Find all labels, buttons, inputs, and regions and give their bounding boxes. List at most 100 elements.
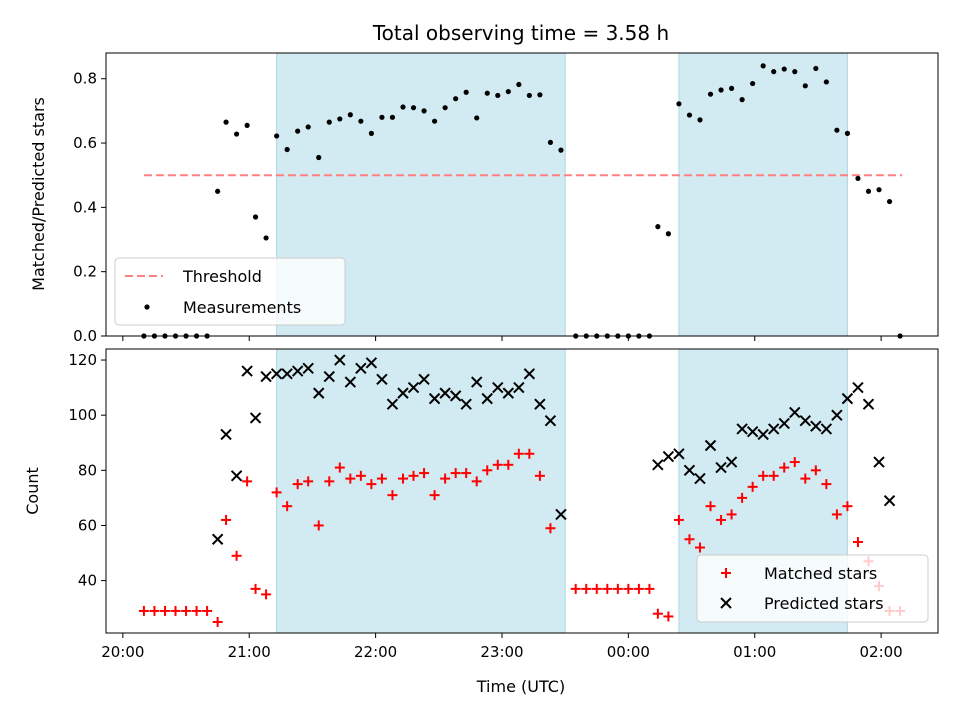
bottom-y-tick-label: 80 — [78, 461, 97, 479]
predicted-star-point-b — [810, 420, 822, 432]
matched-star-point — [292, 479, 303, 490]
top-shaded-interval-1 — [678, 52, 848, 337]
predicted-star-point-b — [302, 362, 314, 375]
measurement-point — [295, 128, 301, 134]
measurement-point — [495, 92, 501, 99]
matched-star-point — [303, 476, 314, 487]
measurement-point — [750, 80, 756, 87]
matched-star-point — [261, 589, 272, 600]
predicted-star-point — [313, 387, 325, 399]
matched-star-point — [461, 468, 472, 479]
measurement-point — [484, 90, 490, 96]
measurement-point — [844, 130, 851, 136]
matched-star-point — [570, 583, 581, 594]
predicted-star-point — [334, 354, 346, 366]
legend-predicted-label: Predicted stars — [764, 594, 884, 613]
matched-star-point — [694, 542, 705, 553]
measurement-point — [442, 105, 448, 111]
matched-star-point — [684, 534, 695, 545]
predicted-star-point-b — [799, 414, 812, 427]
matched-star-point — [663, 611, 674, 622]
bottom-y-tick-label: 100 — [68, 406, 97, 424]
matched-star-point — [534, 470, 545, 481]
measurement-point — [516, 81, 522, 88]
measurement-point — [453, 96, 459, 102]
predicted-star-point — [492, 381, 504, 394]
measurement-point — [389, 114, 396, 120]
measurement-point — [244, 122, 250, 128]
measurement-point — [252, 214, 259, 220]
matched-star-point — [821, 479, 832, 490]
predicted-star-point-b — [789, 406, 801, 419]
matched-star-point — [149, 605, 160, 616]
predicted-star-point — [767, 423, 780, 435]
predicted-star-point — [471, 376, 483, 388]
predicted-star-point — [673, 448, 685, 460]
bottom-panel: 20:00 21:00 22:00 23:00 00:00 01:00 02:00 40 60 8… — [68, 348, 939, 661]
top-y-tick-label: 0.4 — [73, 198, 97, 216]
matched-star-point — [503, 459, 514, 470]
matched-star-point — [602, 583, 613, 594]
measurement-point — [760, 63, 766, 69]
predicted-star-point-b — [241, 365, 253, 377]
matched-star-point — [673, 514, 684, 525]
matched-star-point — [633, 583, 644, 594]
predicted-star-point-b — [736, 423, 748, 435]
predicted-star-point — [704, 439, 717, 452]
chart-title: Total observing time = 3.58 h — [372, 21, 669, 45]
predicted-star-point — [883, 494, 896, 507]
measurement-point — [865, 188, 872, 194]
predicted-star-point-b — [407, 381, 420, 394]
measurement-point — [463, 89, 469, 95]
predicted-star-point-b — [270, 368, 283, 380]
bottom-legend-box — [696, 554, 929, 623]
top-y-tick-label: 0.6 — [73, 134, 97, 152]
predicted-star-point — [428, 392, 441, 405]
predicted-star-point — [270, 368, 283, 380]
measurement-point — [792, 69, 798, 75]
matched-star-point — [324, 476, 335, 487]
legend-measurements-swatch — [144, 304, 150, 310]
predicted-star-point-b — [502, 387, 515, 399]
predicted-star-point-b — [523, 368, 536, 380]
predicted-star-point — [523, 368, 536, 380]
matched-star-point — [737, 492, 748, 503]
matched-star-point — [221, 514, 232, 525]
matched-star-point — [355, 470, 366, 481]
predicted-star-point — [683, 464, 696, 477]
matched-star-point — [408, 470, 419, 481]
predicted-star-point-b — [820, 423, 833, 435]
predicted-star-point-b — [355, 362, 367, 375]
top-y-tick-label: 0.2 — [73, 263, 97, 281]
measurement-point — [823, 79, 829, 85]
predicted-star-point — [481, 392, 493, 405]
measurement-point — [855, 175, 861, 182]
predicted-star-point-b — [662, 450, 675, 463]
predicted-star-point-b — [334, 354, 346, 366]
predicted-star-point-b — [757, 428, 769, 441]
legend-measurements-label: Measurements — [183, 298, 301, 317]
predicted-star-point — [323, 370, 335, 383]
top-frame — [105, 52, 939, 337]
predicted-star-point — [449, 390, 462, 402]
measurement-point — [781, 66, 787, 72]
measurement-point — [379, 114, 385, 120]
measurement-point — [558, 147, 564, 153]
matched-star-point — [231, 550, 242, 561]
predicted-star-point-b — [534, 398, 546, 410]
predicted-star-point — [555, 508, 567, 521]
matched-star-point — [429, 490, 440, 501]
predicted-star-point — [376, 373, 388, 386]
measurement-point — [474, 115, 480, 121]
predicted-star-point-b — [281, 368, 293, 380]
predicted-star-point — [365, 357, 378, 369]
predicted-star-point — [407, 381, 420, 394]
bottom-x-tick-label: 00:00 — [607, 643, 650, 661]
predicted-star-point-b — [841, 392, 854, 405]
matched-star-point — [471, 476, 482, 487]
matched-star-point — [612, 583, 623, 594]
matched-star-point — [419, 468, 430, 479]
predicted-star-point-b — [862, 398, 875, 410]
predicted-star-point — [841, 392, 854, 405]
matched-star-point — [282, 501, 293, 512]
